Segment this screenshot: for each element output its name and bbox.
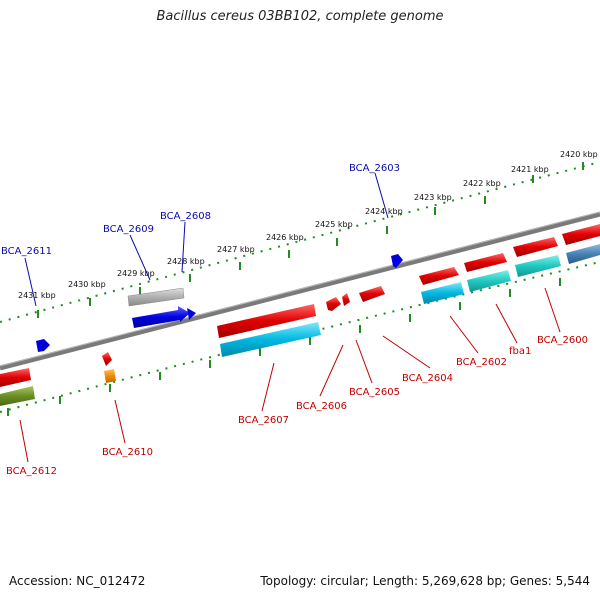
gene-label-bca-2602[interactable]: BCA_2602 [456, 357, 507, 368]
scale-label: 2425 kbp [315, 220, 353, 229]
lower-scale-ticks [7, 278, 561, 416]
gene-label-bca-2603[interactable]: BCA_2603 [349, 163, 400, 174]
scale-label: 2424 kbp [365, 207, 403, 216]
genome-title: Bacillus cereus 03BB102, complete genome [156, 9, 444, 24]
scale-label: 2427 kbp [217, 245, 255, 254]
scale-labels: 2420 kbp 2421 kbp 2422 kbp 2423 kbp 2424… [18, 150, 598, 300]
gene-label-bca-2605[interactable]: BCA_2605 [349, 387, 400, 398]
gene-bca-2600[interactable] [562, 224, 600, 264]
leader-lines [19, 172, 561, 463]
gene-bca-2607[interactable] [217, 304, 321, 357]
gene-bca-2611[interactable] [36, 339, 50, 352]
gene-bca-2610[interactable] [102, 352, 116, 383]
scale-label: 2423 kbp [414, 193, 452, 202]
gene-fba1[interactable] [513, 237, 561, 277]
gene-label-fba1[interactable]: fba1 [509, 346, 531, 357]
gene-label-bca-2611[interactable]: BCA_2611 [1, 246, 52, 257]
scale-label: 2431 kbp [18, 291, 56, 300]
gene-label-bca-2612[interactable]: BCA_2612 [6, 466, 57, 477]
gene-bca-2609[interactable] [132, 306, 196, 328]
gene-label-bca-2607[interactable]: BCA_2607 [238, 415, 289, 426]
gene-bca-2604[interactable] [419, 267, 464, 304]
gene-bca-2602[interactable] [464, 253, 511, 292]
gene-label-bca-2608[interactable]: BCA_2608 [160, 211, 211, 222]
accession-text: Accession: NC_012472 [9, 574, 146, 588]
gene-bca-2606[interactable] [326, 293, 350, 311]
scale-label: 2422 kbp [463, 179, 501, 188]
lower-scale-track [0, 261, 600, 413]
gene-label-bca-2600[interactable]: BCA_2600 [537, 335, 588, 346]
scale-label: 2429 kbp [117, 269, 155, 278]
top-gene-labels: BCA_2603 BCA_2608 BCA_2609 BCA_2611 [1, 163, 400, 257]
gene-bca-2612[interactable] [0, 368, 35, 406]
scale-label: 2428 kbp [167, 257, 205, 266]
gene-label-bca-2606[interactable]: BCA_2606 [296, 401, 347, 412]
scale-label: 2426 kbp [266, 233, 304, 242]
gene-label-bca-2609[interactable]: BCA_2609 [103, 224, 154, 235]
gene-bca-2603[interactable] [391, 254, 403, 268]
scale-label: 2430 kbp [68, 280, 106, 289]
upper-scale-ticks [37, 162, 584, 318]
gene-label-bca-2610[interactable]: BCA_2610 [102, 447, 153, 458]
genome-backbone [0, 211, 600, 371]
bottom-gene-labels: BCA_2600 fba1 BCA_2602 BCA_2604 BCA_2605… [6, 335, 588, 477]
gene-bca-2608[interactable] [127, 287, 185, 307]
scale-label: 2420 kbp [560, 150, 598, 159]
topology-text: Topology: circular; Length: 5,269,628 bp… [260, 574, 590, 588]
scale-label: 2421 kbp [511, 165, 549, 174]
gene-bca-2605[interactable] [359, 286, 385, 302]
gene-label-bca-2604[interactable]: BCA_2604 [402, 373, 453, 384]
